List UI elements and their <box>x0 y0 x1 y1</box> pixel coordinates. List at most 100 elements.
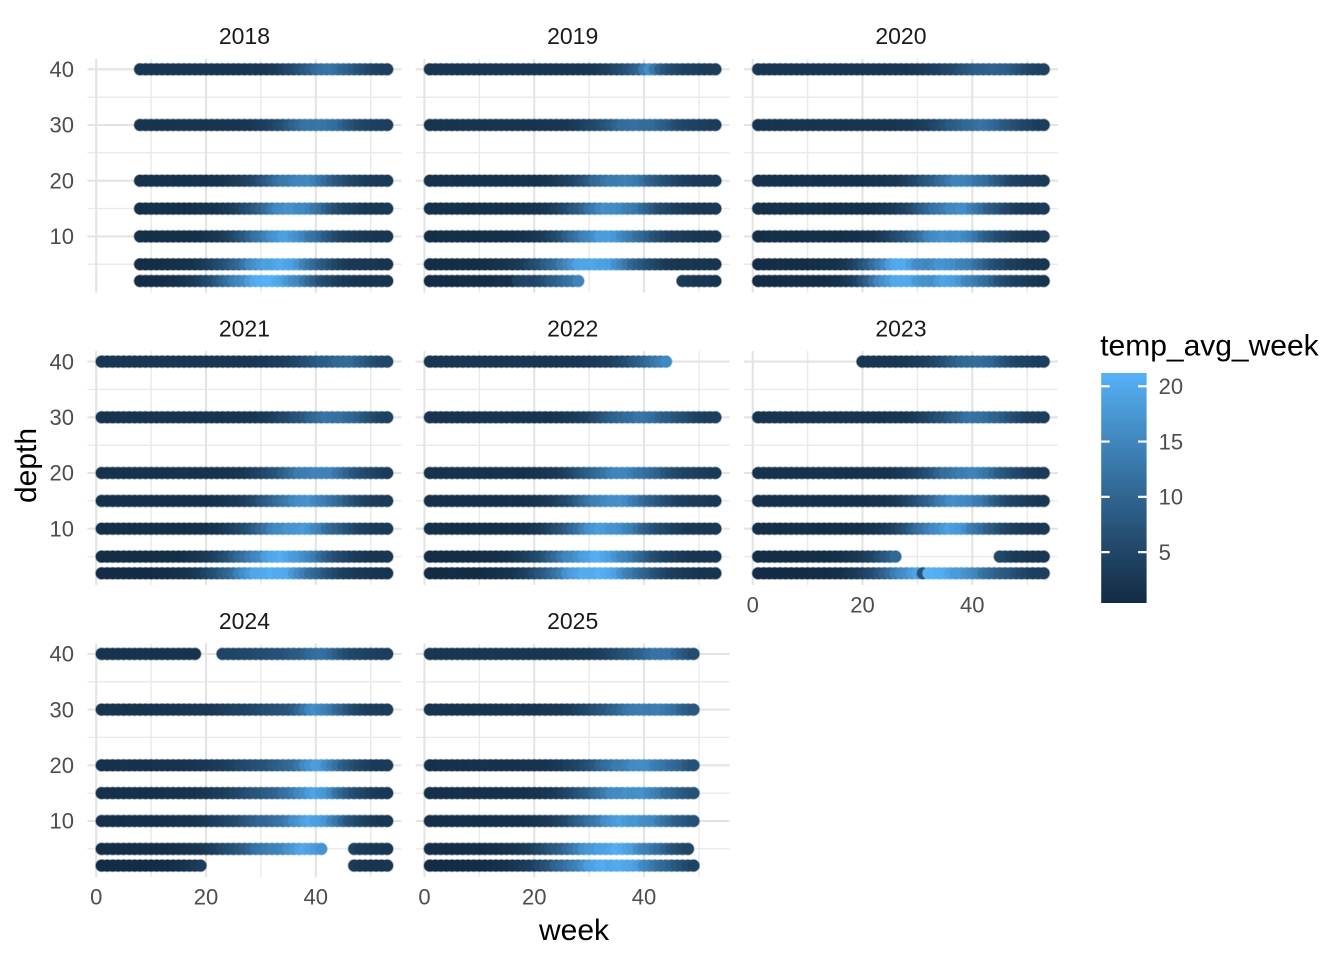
facet-strip-label: 2024 <box>219 608 270 634</box>
data-point[interactable] <box>1037 566 1051 580</box>
data-point[interactable] <box>380 522 394 536</box>
data-point[interactable] <box>380 842 394 856</box>
legend-tick <box>1101 495 1110 498</box>
data-point[interactable] <box>686 858 701 873</box>
data-point[interactable] <box>1037 410 1051 424</box>
y-axis-tick-label: 20 <box>50 461 74 486</box>
x-axis-tick-label: 40 <box>632 885 656 910</box>
facet-strip-label: 2023 <box>875 315 926 341</box>
data-point[interactable] <box>1037 257 1051 271</box>
y-axis-tick-label: 40 <box>50 57 74 82</box>
legend-tick-label: 15 <box>1159 429 1183 454</box>
data-point[interactable] <box>708 410 723 424</box>
points-2021 <box>95 355 394 580</box>
data-point[interactable] <box>380 549 394 564</box>
data-point[interactable] <box>380 858 394 873</box>
x-axis-tick-label: 0 <box>747 592 759 617</box>
data-point[interactable] <box>380 702 394 717</box>
y-axis-tick-label: 20 <box>50 753 74 778</box>
data-point[interactable] <box>686 814 701 828</box>
data-point[interactable] <box>380 202 394 216</box>
legend-colorbar[interactable] <box>1101 373 1147 603</box>
points-2024 <box>95 647 394 873</box>
data-point[interactable] <box>314 842 328 856</box>
y-axis-tick-label: 40 <box>50 349 74 374</box>
legend-tick-label: 20 <box>1159 374 1183 399</box>
data-point[interactable] <box>380 229 394 243</box>
data-point[interactable] <box>380 174 394 188</box>
legend-tick <box>1138 551 1147 554</box>
x-axis-tick-label: 40 <box>960 592 984 617</box>
data-point[interactable] <box>708 566 723 580</box>
data-point[interactable] <box>708 62 723 76</box>
y-axis-tick-label: 40 <box>50 642 74 667</box>
y-axis-tick-label: 10 <box>50 224 74 249</box>
data-point[interactable] <box>888 549 903 564</box>
data-point[interactable] <box>708 274 723 288</box>
legend-tick <box>1138 440 1147 443</box>
legend-tick-label: 5 <box>1159 540 1171 565</box>
data-point[interactable] <box>380 118 394 132</box>
data-point[interactable] <box>380 257 394 271</box>
data-point[interactable] <box>1037 466 1051 480</box>
data-point[interactable] <box>380 786 394 800</box>
data-point[interactable] <box>1037 202 1051 216</box>
data-point[interactable] <box>686 758 701 772</box>
data-point[interactable] <box>686 702 701 717</box>
data-point[interactable] <box>1037 549 1051 564</box>
data-point[interactable] <box>193 858 208 873</box>
facet-strip-label: 2019 <box>547 23 598 49</box>
data-point[interactable] <box>659 355 673 369</box>
data-point[interactable] <box>571 274 585 288</box>
data-point[interactable] <box>380 410 394 424</box>
x-axis-tick-label: 20 <box>850 592 874 617</box>
data-point[interactable] <box>1037 229 1051 243</box>
points-2022 <box>423 355 723 580</box>
legend-tick <box>1101 551 1110 554</box>
y-axis-tick-label: 10 <box>50 809 74 834</box>
data-point[interactable] <box>708 549 723 564</box>
y-axis-tick-label: 30 <box>50 697 74 722</box>
data-point[interactable] <box>708 466 723 480</box>
legend-tick-label: 10 <box>1159 485 1183 510</box>
data-point[interactable] <box>380 758 394 772</box>
data-point[interactable] <box>380 494 394 508</box>
legend-tick <box>1138 385 1147 388</box>
x-axis-tick-label: 20 <box>522 885 546 910</box>
data-point[interactable] <box>686 786 701 800</box>
x-axis-tick-label: 20 <box>194 885 218 910</box>
x-axis-tick-label: 40 <box>304 885 328 910</box>
data-point[interactable] <box>380 566 394 580</box>
data-point[interactable] <box>1037 522 1051 536</box>
legend-tick <box>1101 385 1110 388</box>
data-point[interactable] <box>380 62 394 76</box>
data-point[interactable] <box>380 814 394 828</box>
data-point[interactable] <box>708 229 723 243</box>
data-point[interactable] <box>380 355 394 369</box>
facet-strip-label: 2022 <box>547 315 598 341</box>
data-point[interactable] <box>681 842 695 856</box>
data-point[interactable] <box>686 647 701 661</box>
data-point[interactable] <box>1037 118 1051 132</box>
data-point[interactable] <box>1037 62 1051 76</box>
legend: temp_avg_week 5 10 15 20 <box>1100 330 1320 603</box>
data-point[interactable] <box>708 522 723 536</box>
data-point[interactable] <box>708 257 723 271</box>
data-point[interactable] <box>708 202 723 216</box>
data-point[interactable] <box>380 466 394 480</box>
data-point[interactable] <box>380 274 394 288</box>
points-2023 <box>751 355 1051 580</box>
data-point[interactable] <box>1037 174 1051 188</box>
data-point[interactable] <box>188 647 202 661</box>
data-point[interactable] <box>1037 494 1051 508</box>
data-point[interactable] <box>1037 274 1051 288</box>
points-2025 <box>423 647 701 873</box>
data-point[interactable] <box>708 174 723 188</box>
data-point[interactable] <box>708 118 723 132</box>
data-point[interactable] <box>1037 355 1051 369</box>
data-point[interactable] <box>380 647 394 661</box>
data-point[interactable] <box>708 494 723 508</box>
x-axis-tick-label: 0 <box>90 885 102 910</box>
points-2020 <box>751 62 1051 288</box>
